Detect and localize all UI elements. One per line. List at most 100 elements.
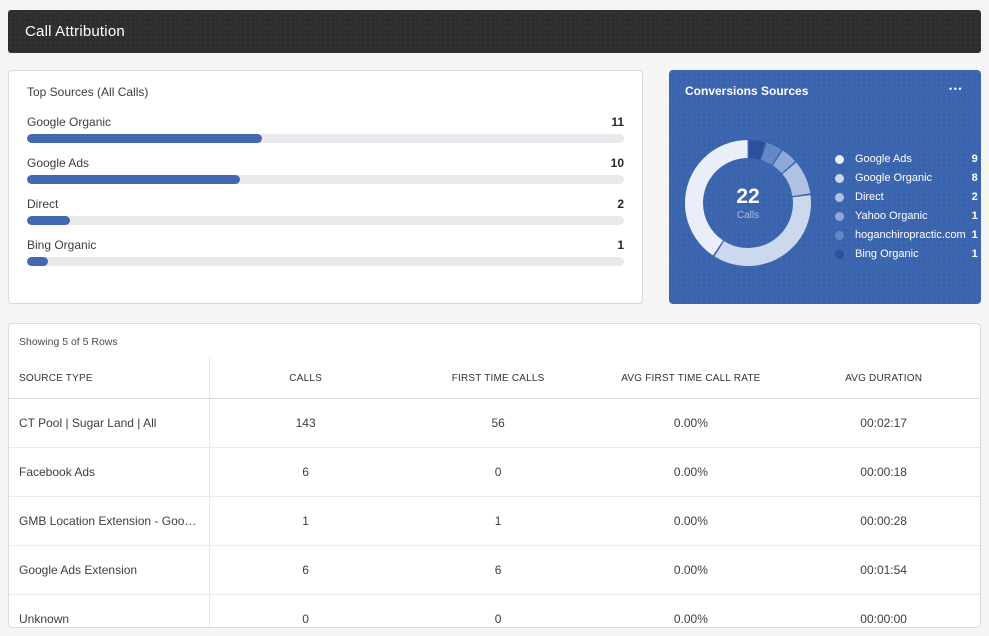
table-cell: 6: [209, 447, 402, 497]
table-cell: 0.00%: [594, 545, 788, 595]
conversions-title: Conversions Sources: [685, 84, 809, 98]
bar-label: Google Organic: [27, 115, 112, 129]
source-table-body: CT Pool | Sugar Land | All 143 56 0.00% 00:0…: [9, 398, 980, 627]
bar-track: [27, 257, 624, 266]
bar-value: 2: [617, 197, 624, 211]
bar-row: Bing Organic 1: [27, 238, 624, 266]
legend-value: 1: [971, 229, 978, 241]
bar-value: 11: [611, 115, 624, 129]
donut-row: 22 Calls Google Ads 9 Google Organic 8 Direc…: [685, 140, 978, 266]
table-cell: 6: [209, 545, 402, 595]
conversions-card: Conversions Sources ••• 22 Calls Google …: [669, 70, 981, 304]
column-header: AVG FIRST TIME CALL RATE: [594, 358, 788, 399]
showing-rows-text: Showing 5 of 5 Rows: [19, 336, 118, 348]
page-title: Call Attribution: [25, 23, 125, 40]
table-row: Facebook Ads 6 0 0.00% 00:00:18: [9, 447, 980, 497]
column-header: CALLS: [209, 358, 402, 399]
donut-chart: 22 Calls: [685, 140, 811, 266]
table-cell: 00:00:00: [787, 594, 980, 627]
source-type-cell: Unknown: [9, 594, 210, 627]
source-type-cell: Google Ads Extension: [9, 545, 210, 595]
donut-svg: [685, 140, 811, 266]
column-header: AVG DURATION: [787, 358, 980, 399]
bar-track: [27, 175, 624, 184]
bar-label: Google Ads: [27, 156, 90, 170]
table-cell: 143: [209, 398, 402, 448]
bar-label: Direct: [27, 197, 59, 211]
legend-label: Google Ads: [855, 153, 912, 165]
table-row: CT Pool | Sugar Land | All 143 56 0.00% 00:0…: [9, 398, 980, 448]
conversions-header: Conversions Sources •••: [685, 84, 965, 98]
top-sources-title: Top Sources (All Calls): [27, 85, 149, 99]
source-type-cell: CT Pool | Sugar Land | All: [9, 398, 210, 448]
donut-segment: [685, 140, 811, 266]
bar-track: [27, 216, 624, 225]
legend-label: Google Organic: [855, 172, 933, 184]
bar-row: Google Organic 11: [27, 115, 624, 143]
bar-row: Google Ads 10: [27, 156, 624, 184]
bar-label: Bing Organic: [27, 238, 97, 252]
source-table-card: Showing 5 of 5 Rows SOURCE TYPE CALLS FIRS…: [8, 323, 981, 628]
bar-fill: [27, 175, 241, 184]
legend-label: hoganchiropractic.com: [855, 229, 966, 241]
bar-fill: [27, 216, 70, 225]
legend-value: 8: [971, 172, 978, 184]
table-cell: 00:01:54: [787, 545, 980, 595]
source-table: SOURCE TYPE CALLS FIRST TIME CALLS AVG FIRS…: [9, 358, 980, 627]
table-cell: 0: [401, 594, 595, 627]
table-cell: 1: [209, 496, 402, 546]
bar-track: [27, 134, 624, 143]
table-cell: 1: [401, 496, 595, 546]
bar-value: 10: [610, 156, 624, 170]
bar-row: Direct 2: [27, 197, 624, 225]
table-cell: 6: [401, 545, 595, 595]
table-cell: 56: [401, 398, 595, 448]
table-cell: 0.00%: [594, 398, 788, 448]
legend-value: 1: [971, 248, 978, 260]
table-cell: 00:02:17: [787, 398, 980, 448]
table-cell: 0: [401, 447, 595, 497]
legend-value: 2: [971, 191, 978, 203]
legend-item: Direct 2: [835, 190, 978, 204]
more-options-icon: •••: [949, 84, 963, 94]
table-cell: 00:00:28: [787, 496, 980, 546]
page-header: Call Attribution: [8, 10, 981, 53]
legend-dot-icon: [835, 249, 844, 259]
more-options-button[interactable]: •••: [947, 84, 965, 94]
bars-list: Google Organic 11 Google Ads 10 Direct 2 Bing …: [19, 115, 632, 266]
legend-dot-icon: [835, 173, 844, 183]
table-row: GMB Location Extension - Google… 1 1 0.00% 0…: [9, 496, 980, 546]
legend-label: Bing Organic: [855, 248, 919, 260]
donut-segment: [685, 140, 811, 266]
legend-dot-icon: [835, 154, 844, 164]
table-row: Google Ads Extension 6 6 0.00% 00:01:54: [9, 545, 980, 595]
legend-item: Yahoo Organic 1: [835, 209, 978, 223]
table-cell: 0.00%: [594, 447, 788, 497]
table-row: Unknown 0 0 0.00% 00:00:00: [9, 594, 980, 627]
legend-label: Yahoo Organic: [855, 210, 928, 222]
top-row: Top Sources (All Calls) Google Organic 11…: [8, 70, 981, 304]
column-header: SOURCE TYPE: [9, 358, 210, 399]
column-header: FIRST TIME CALLS: [401, 358, 595, 399]
top-sources-card: Top Sources (All Calls) Google Organic 11…: [8, 70, 643, 304]
legend-item: hoganchiropractic.com 1: [835, 228, 978, 242]
table-cell: 0.00%: [594, 594, 788, 627]
legend-dot-icon: [835, 211, 844, 221]
table-header-row: SOURCE TYPE CALLS FIRST TIME CALLS AVG FIRS…: [9, 358, 980, 399]
legend-dot-icon: [835, 192, 844, 202]
bar-fill: [27, 134, 262, 143]
legend-dot-icon: [835, 230, 844, 240]
legend-item: Google Organic 8: [835, 171, 978, 185]
source-type-cell: Facebook Ads: [9, 447, 210, 497]
source-table-head: SOURCE TYPE CALLS FIRST TIME CALLS AVG FIRS…: [9, 358, 980, 399]
table-cell: 00:00:18: [787, 447, 980, 497]
legend-item: Google Ads 9: [835, 152, 978, 166]
legend-value: 1: [971, 210, 978, 222]
bar-value: 1: [617, 238, 624, 252]
table-cell: 0.00%: [594, 496, 788, 546]
bar-fill: [27, 257, 49, 266]
legend-label: Direct: [855, 191, 884, 203]
legend-value: 9: [971, 153, 978, 165]
legend-item: Bing Organic 1: [835, 247, 978, 261]
